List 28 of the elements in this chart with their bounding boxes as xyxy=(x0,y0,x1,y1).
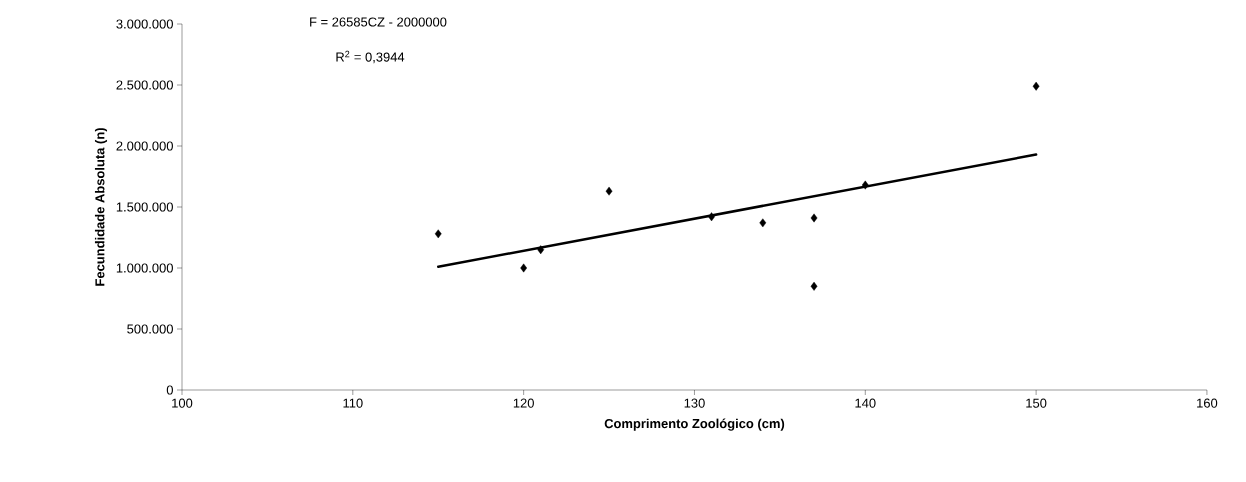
y-tick-label: 2.500.000 xyxy=(116,80,173,90)
x-tick-label: 150 xyxy=(1026,398,1047,408)
point xyxy=(861,180,869,190)
point xyxy=(810,213,818,223)
y-tick-label: 3.000.000 xyxy=(116,19,173,29)
x-tick-label: 130 xyxy=(684,398,705,408)
point xyxy=(810,281,818,291)
y-tick-label: 500.000 xyxy=(127,324,173,334)
point xyxy=(520,263,527,273)
x-tick-label: 120 xyxy=(513,398,534,408)
annotation: R$^{2}$ = 0,3944 xyxy=(336,50,405,64)
x-tick-label: 100 xyxy=(172,398,193,408)
x-tick-label: 140 xyxy=(855,398,876,408)
point xyxy=(605,186,613,196)
point xyxy=(759,218,767,228)
x-tick-label: 160 xyxy=(1197,398,1218,408)
x-axis-title: Comprimento Zoológico (cm) xyxy=(604,418,785,431)
y-tick-label: 0 xyxy=(166,385,173,395)
y-tick-label: 1.500.000 xyxy=(116,202,173,212)
point xyxy=(1032,81,1040,91)
point xyxy=(434,229,442,239)
y-tick-label: 1.000.000 xyxy=(116,263,173,273)
x-tick-label: 110 xyxy=(343,398,363,408)
point xyxy=(537,245,545,255)
y-tick-label: 2.000.000 xyxy=(116,141,173,151)
annotation: F = 26585CZ - 2000000 xyxy=(310,17,447,27)
y-axis-title: Fecundidade Absoluta (n) xyxy=(94,128,108,286)
point xyxy=(708,212,715,222)
